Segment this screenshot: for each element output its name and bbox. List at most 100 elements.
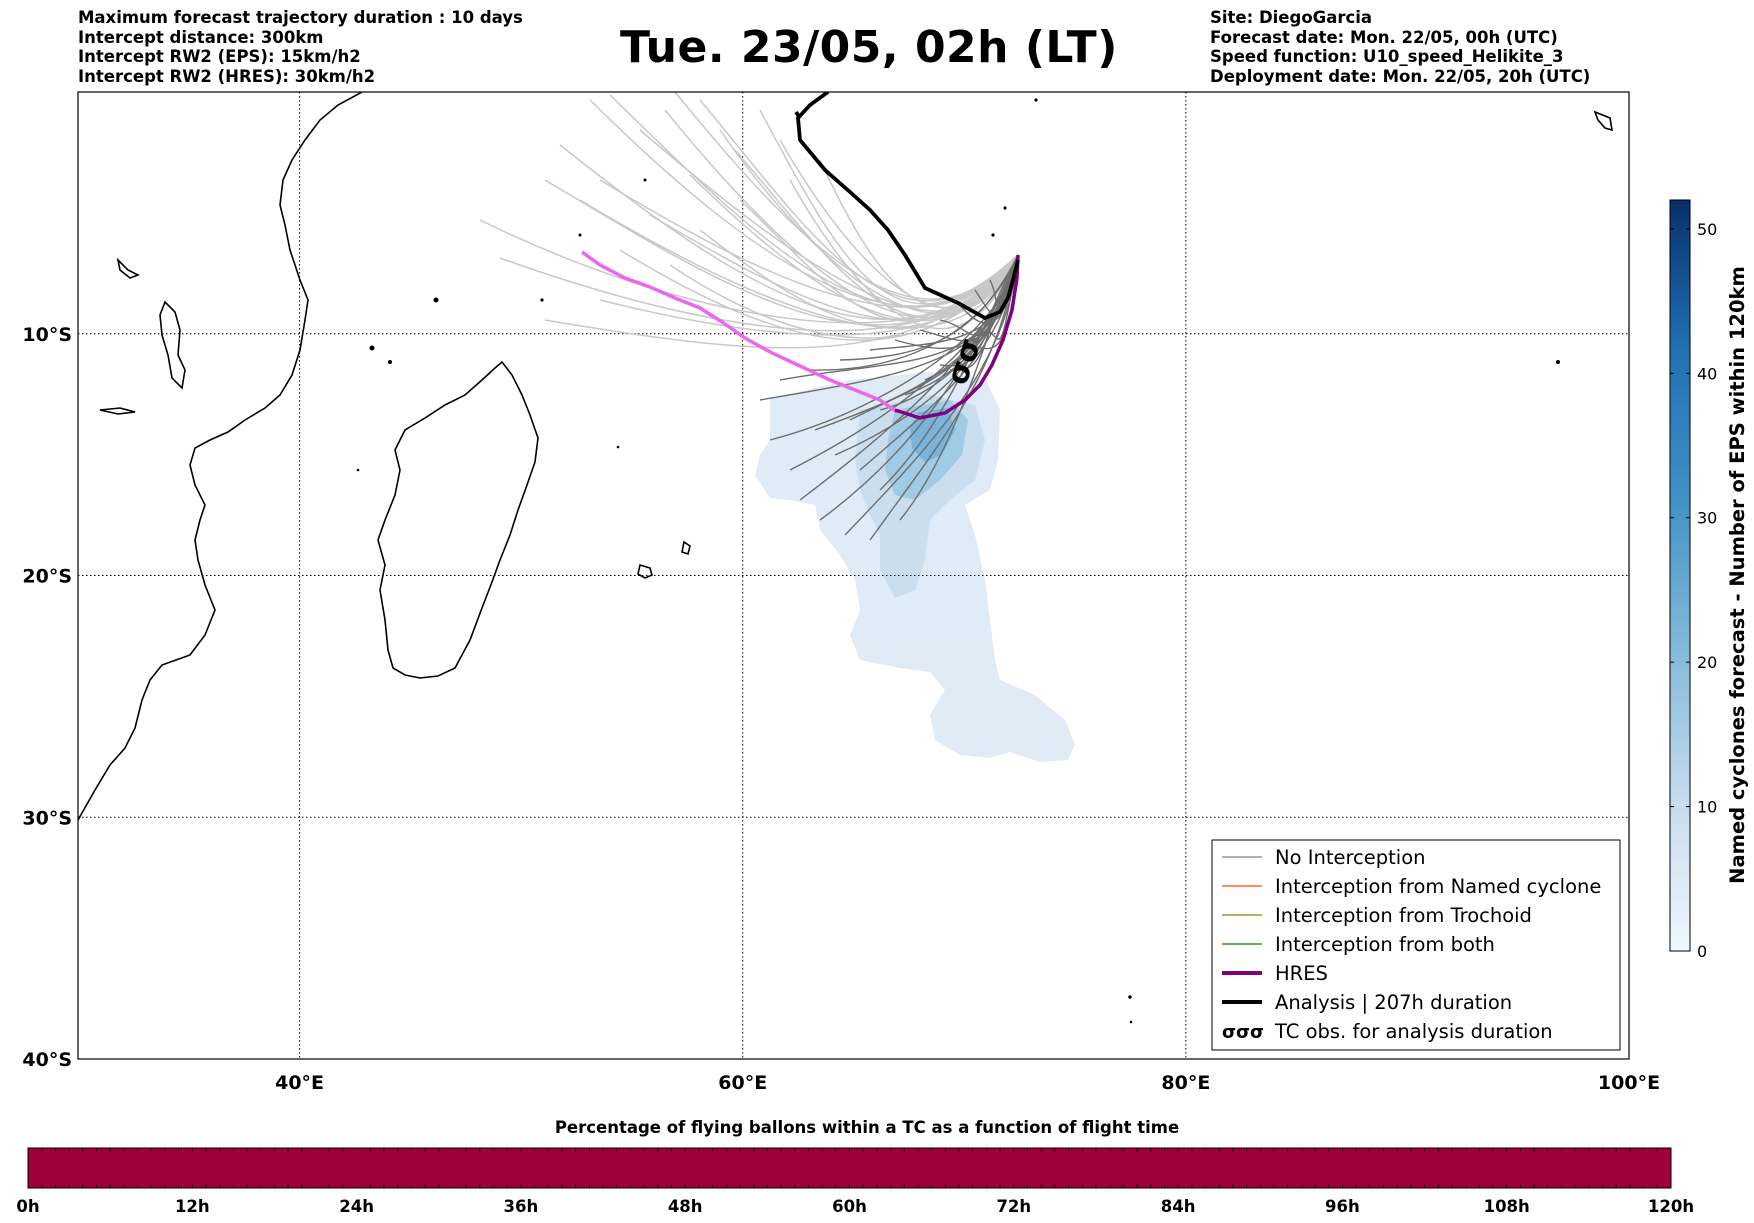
trajectory-line (544, 254, 1019, 349)
density-colorbar: 0 10 20 30 40 50 Named cyclones forecast - Nu… (1669, 199, 1749, 961)
longitude-labels: 40°E 60°E 80°E 100°E (275, 1072, 1660, 1094)
flight-time-bar: Percentage of flying ballons within a TC… (16, 1118, 1694, 1216)
param-line: Maximum forecast trajectory duration : 1… (78, 8, 523, 27)
island-outline (99, 407, 136, 415)
forecast-parameters: Maximum forecast trajectory duration : 1… (78, 8, 523, 86)
flight-bar-label: 120h (1648, 1197, 1694, 1216)
trajectory-line (789, 179, 1019, 330)
map-area: σσ (78, 92, 1629, 1059)
africa-coastline (78, 92, 363, 821)
hres-trajectory (894, 254, 1020, 420)
island (991, 233, 995, 237)
island (616, 445, 620, 449)
latitude-label: 10°S (22, 324, 72, 346)
island-outline (681, 540, 691, 556)
island-outline (637, 563, 653, 579)
coastlines (78, 92, 1613, 821)
legend-label: Interception from Named cyclone (1275, 875, 1601, 898)
legend-label: No Interception (1275, 846, 1426, 869)
trajectory-line (939, 254, 1019, 367)
trajectory-line (674, 92, 1019, 300)
island (1129, 1020, 1133, 1024)
trajectory-line (759, 109, 1019, 305)
colorbar-gradient (1669, 199, 1691, 952)
legend-item: σσσ TC obs. for analysis duration (1222, 1020, 1553, 1043)
latitude-label: 20°S (22, 566, 72, 588)
longitude-label: 100°E (1598, 1072, 1660, 1094)
analysis-track (796, 92, 1020, 321)
legend-label: HRES (1275, 962, 1328, 985)
island (356, 468, 360, 472)
colorbar-tick-label: 30 (1697, 509, 1717, 528)
legend-item: HRES (1222, 962, 1328, 985)
longitude-label: 40°E (275, 1072, 324, 1094)
legend-item: Interception from both (1222, 933, 1495, 956)
page-title: Tue. 23/05, 02h (LT) (620, 22, 1118, 73)
trajectory-line (939, 254, 1019, 337)
island (1556, 360, 1560, 364)
madagascar-coastline (377, 360, 539, 679)
flight-bar-label: 48h (668, 1197, 703, 1216)
legend-item: Interception from Named cyclone (1222, 875, 1601, 898)
latitude-labels: 10°S 20°S 30°S 40°S (22, 324, 72, 1071)
flight-bar-label: 72h (996, 1197, 1031, 1216)
trajectory-line (579, 199, 1019, 330)
param-line: Intercept distance: 300km (78, 27, 324, 47)
map-frame (77, 91, 1630, 1060)
legend-box (1211, 839, 1621, 1051)
hres-trajectory-past (580, 250, 899, 414)
small-islands (356, 98, 1560, 1024)
analysis-track-tail (794, 110, 802, 120)
legend: No Interception Interception from Named c… (1211, 839, 1621, 1051)
legend-item: Interception from Trochoid (1222, 904, 1532, 927)
island (578, 233, 582, 237)
site-line: Speed function: U10_speed_Helikite_3 (1210, 47, 1564, 66)
island (1128, 995, 1132, 999)
island-outline (159, 300, 186, 390)
site-info: Site: DiegoGarcia Forecast date: Mon. 22… (1210, 8, 1590, 86)
eps-trajectories-past (479, 92, 1019, 349)
trajectory-line (669, 254, 1019, 339)
trajectory-line (689, 174, 1019, 322)
legend-label: Interception from Trochoid (1275, 904, 1532, 927)
trajectory-line (544, 179, 1019, 326)
legend-label: TC obs. for analysis duration (1274, 1020, 1553, 1043)
island (643, 178, 647, 182)
legend-item: Analysis | 207h duration (1222, 991, 1512, 1014)
island (388, 360, 392, 364)
colorbar-tick-label: 0 (1697, 942, 1707, 961)
trajectory-line (619, 249, 1019, 341)
colorbar-tick-label: 10 (1697, 798, 1717, 817)
legend-item: No Interception (1222, 846, 1426, 869)
flight-bar-label: 96h (1325, 1197, 1360, 1216)
flight-bar-label: 12h (175, 1197, 210, 1216)
trajectory-line (819, 159, 1019, 309)
flight-bar-fill (27, 1147, 1672, 1189)
island (369, 345, 375, 351)
flight-bar-label: 24h (339, 1197, 374, 1216)
param-line: Intercept RW2 (HRES): 30km/h2 (78, 66, 376, 86)
site-line: Deployment date: Mon. 22/05, 20h (UTC) (1210, 66, 1591, 86)
flight-bar-label: 0h (16, 1197, 39, 1216)
eps-trajectories-recent (759, 254, 1019, 541)
flight-bar-title: Percentage of flying ballons within a TC… (555, 1118, 1179, 1137)
longitude-label: 80°E (1161, 1072, 1210, 1094)
param-line: Intercept RW2 (EPS): 15km/h2 (78, 47, 361, 66)
flight-bar-label: 108h (1484, 1197, 1530, 1216)
graticule (78, 92, 1629, 1059)
colorbar-label: Named cyclones forecast - Number of EPS … (1726, 266, 1749, 884)
island (433, 297, 439, 303)
trajectory-line (739, 199, 1019, 322)
trajectory-line (719, 129, 1019, 315)
colorbar-tick-label: 50 (1697, 220, 1717, 239)
longitude-label: 60°E (718, 1072, 767, 1094)
colorbar-tick-label: 20 (1697, 653, 1717, 672)
latitude-label: 40°S (22, 1049, 72, 1071)
site-line: Forecast date: Mon. 22/05, 00h (UTC) (1210, 27, 1558, 47)
legend-label: Interception from both (1275, 933, 1495, 956)
site-line: Site: DiegoGarcia (1210, 8, 1373, 27)
island-outline (1593, 110, 1613, 132)
island (540, 298, 544, 302)
tc-obs-legend-symbol: σσσ (1222, 1022, 1264, 1043)
